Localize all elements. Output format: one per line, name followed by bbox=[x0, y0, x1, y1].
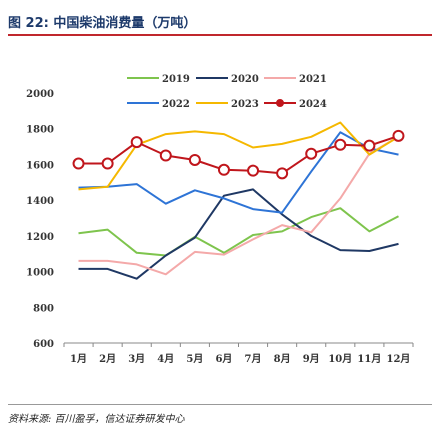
y-tick-label: 800 bbox=[33, 303, 54, 314]
y-tick-label: 1200 bbox=[26, 232, 54, 243]
series-line-2019 bbox=[78, 207, 399, 257]
y-tick-label: 1400 bbox=[26, 196, 54, 207]
x-tick-label: 3月 bbox=[128, 353, 145, 365]
y-tick-label: 2000 bbox=[26, 89, 54, 100]
x-tick-label: 10月 bbox=[328, 353, 352, 365]
data-point-2024 bbox=[276, 167, 289, 180]
data-point-2024 bbox=[72, 157, 85, 170]
data-point-2024 bbox=[247, 164, 260, 177]
series-line-2020 bbox=[78, 188, 399, 280]
legend-label: 2021 bbox=[299, 74, 327, 85]
y-tick-label: 1000 bbox=[26, 268, 54, 279]
data-point-2024 bbox=[392, 129, 405, 142]
x-tick-label: 7月 bbox=[245, 353, 262, 365]
legend-marker bbox=[276, 99, 284, 107]
x-tick-label: 9月 bbox=[303, 353, 320, 365]
series-line-2023 bbox=[78, 121, 400, 191]
chart-legend: 2019 2020 2021 2022 2023 2024 bbox=[127, 74, 327, 110]
legend-label: 2022 bbox=[162, 99, 190, 110]
chart-series bbox=[72, 121, 405, 280]
legend-label: 2023 bbox=[231, 99, 259, 110]
x-tick-label: 1月 bbox=[70, 353, 87, 365]
chart-axes: 600 800 1000 1200 1400 1600 1800 2000 1月 2月 3月 4月 5月… bbox=[26, 89, 414, 365]
x-tick-label: 11月 bbox=[357, 353, 381, 365]
y-tick-label: 600 bbox=[33, 339, 54, 350]
data-point-2024 bbox=[363, 139, 376, 152]
x-tick-label: 4月 bbox=[157, 353, 174, 365]
x-tick-label: 6月 bbox=[215, 353, 232, 365]
legend-label: 2020 bbox=[231, 74, 259, 85]
data-point-2024 bbox=[305, 147, 318, 160]
source-rule bbox=[8, 404, 432, 405]
x-tick-label: 12月 bbox=[386, 353, 410, 365]
y-tick-label: 1600 bbox=[26, 160, 54, 171]
series-line-2021 bbox=[78, 135, 400, 276]
x-tick-label: 2月 bbox=[99, 353, 116, 365]
y-tick-label: 1800 bbox=[26, 125, 54, 136]
data-point-2024 bbox=[159, 149, 172, 162]
x-tick-label: 8月 bbox=[274, 353, 291, 365]
legend-label: 2019 bbox=[162, 74, 190, 85]
data-point-2024 bbox=[217, 163, 230, 176]
data-point-2024 bbox=[334, 138, 347, 151]
data-point-2024 bbox=[188, 153, 201, 166]
series-line-2022 bbox=[78, 131, 399, 214]
x-tick-label: 5月 bbox=[186, 353, 203, 365]
data-point-2024 bbox=[101, 157, 114, 170]
title-rule bbox=[8, 34, 432, 36]
legend-label: 2024 bbox=[299, 99, 327, 110]
figure-title: 图 22: 中国柴油消费量（万吨） bbox=[8, 16, 197, 31]
source-note: 资料来源: 百川盈孚，信达证券研发中心 bbox=[8, 414, 185, 425]
data-point-2024 bbox=[130, 136, 143, 149]
